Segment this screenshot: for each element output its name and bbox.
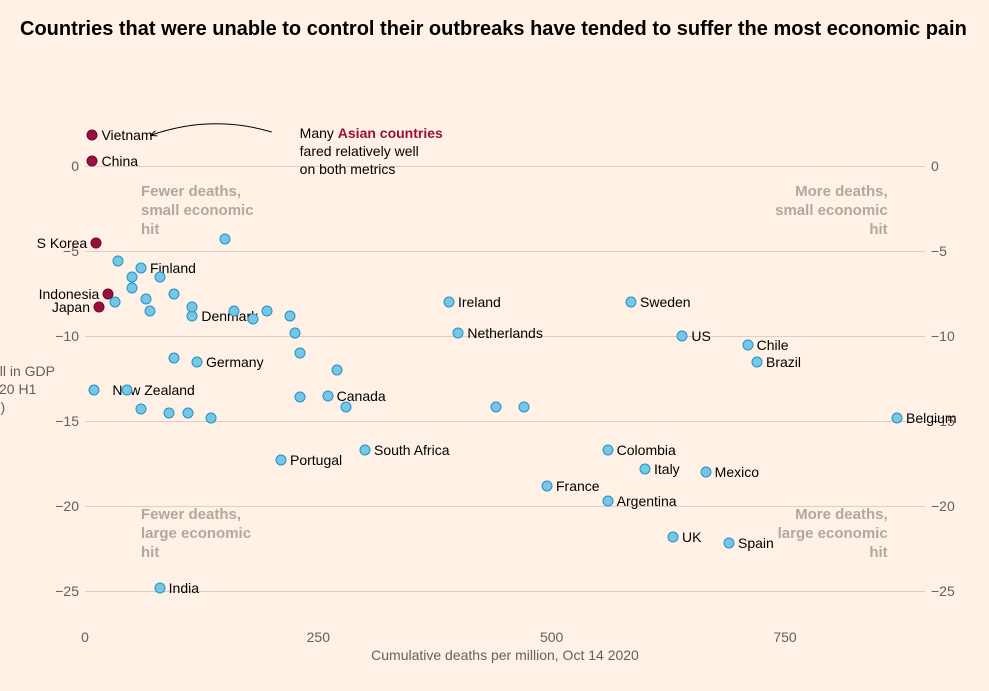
y-tick-label-left: 0 — [71, 158, 79, 174]
label-China: China — [101, 153, 138, 169]
y-tick-label-right: 0 — [931, 158, 939, 174]
point-u15 — [220, 234, 231, 245]
point-u22 — [206, 412, 217, 423]
label-Mexico: Mexico — [715, 464, 759, 480]
point-u3 — [154, 271, 165, 282]
point-Portugal — [276, 455, 287, 466]
point-Brazil — [752, 356, 763, 367]
label-India: India — [169, 580, 199, 596]
annotation-arrow — [85, 115, 925, 625]
label-Brazil: Brazil — [766, 354, 801, 370]
point-u20 — [164, 407, 175, 418]
point-u12 — [285, 310, 296, 321]
point-Germany — [192, 356, 203, 367]
x-tick-label: 750 — [773, 629, 796, 645]
plot-area: 00−5−5−10−10−15−15−20−20−25−250250500750… — [85, 115, 925, 625]
point-India — [154, 582, 165, 593]
label-US: US — [691, 328, 710, 344]
label-Netherlands: Netherlands — [467, 325, 543, 341]
point-u2 — [126, 271, 137, 282]
point-u26 — [518, 402, 529, 413]
point-u11 — [248, 314, 259, 325]
y-tick-label-left: −15 — [55, 413, 79, 429]
label-Chile: Chile — [757, 337, 789, 353]
y-tick-label-left: −20 — [55, 498, 79, 514]
point-Mexico — [700, 467, 711, 478]
point-u24 — [341, 402, 352, 413]
label-Italy: Italy — [654, 461, 680, 477]
label-Ireland: Ireland — [458, 294, 501, 310]
point-NewZealand — [89, 385, 100, 396]
point-US — [677, 331, 688, 342]
point-Finland — [136, 263, 147, 274]
point-u17 — [332, 365, 343, 376]
point-Canada — [322, 390, 333, 401]
point-u25 — [490, 402, 501, 413]
label-Germany: Germany — [206, 354, 264, 370]
label-SKorea: S Korea — [37, 235, 88, 251]
x-tick-label: 0 — [81, 629, 89, 645]
chart-title: Countries that were unable to control th… — [20, 16, 969, 42]
point-Vietnam — [87, 130, 98, 141]
point-Spain — [724, 538, 735, 549]
label-Japan: Japan — [52, 299, 90, 315]
label-UK: UK — [682, 529, 701, 545]
point-SouthAfrica — [360, 444, 371, 455]
point-Sweden — [626, 297, 637, 308]
point-China — [87, 155, 98, 166]
point-France — [542, 480, 553, 491]
point-Belgium — [892, 412, 903, 423]
point-u4 — [126, 283, 137, 294]
y-tick-label-left: −10 — [55, 328, 79, 344]
point-u18 — [122, 385, 133, 396]
point-UK — [668, 531, 679, 542]
point-u10 — [262, 305, 273, 316]
point-u5 — [140, 293, 151, 304]
point-SKorea — [91, 237, 102, 248]
label-Colombia: Colombia — [617, 442, 676, 458]
point-u14 — [294, 348, 305, 359]
point-u9 — [229, 305, 240, 316]
point-Netherlands — [453, 327, 464, 338]
point-Colombia — [602, 444, 613, 455]
label-Belgium: Belgium — [906, 410, 957, 426]
point-Argentina — [602, 495, 613, 506]
point-Italy — [640, 463, 651, 474]
x-tick-label: 500 — [540, 629, 563, 645]
label-Sweden: Sweden — [640, 294, 691, 310]
point-Japan — [94, 302, 105, 313]
point-u27 — [109, 297, 120, 308]
y-tick-label-right: −5 — [931, 243, 947, 259]
label-SouthAfrica: South Africa — [374, 442, 450, 458]
label-France: France — [556, 478, 600, 494]
point-u23 — [294, 392, 305, 403]
point-u16 — [168, 353, 179, 364]
y-tick-label-right: −20 — [931, 498, 955, 514]
label-Portugal: Portugal — [290, 452, 342, 468]
x-axis-title: Cumulative deaths per million, Oct 14 20… — [85, 647, 925, 663]
point-u19 — [136, 404, 147, 415]
label-Argentina: Argentina — [617, 493, 677, 509]
point-u8 — [187, 302, 198, 313]
y-tick-label-right: −25 — [931, 583, 955, 599]
chart-container: Countries that were unable to control th… — [0, 0, 989, 691]
y-tick-label-left: −25 — [55, 583, 79, 599]
point-u1 — [112, 256, 123, 267]
label-Vietnam: Vietnam — [101, 127, 152, 143]
point-Chile — [742, 339, 753, 350]
point-u21 — [182, 407, 193, 418]
point-u7 — [145, 305, 156, 316]
point-Ireland — [444, 297, 455, 308]
y-axis-title: Fall in GDP 2020 H1 (%) — [0, 362, 55, 417]
point-u13 — [290, 327, 301, 338]
label-Spain: Spain — [738, 535, 774, 551]
y-tick-label-right: −10 — [931, 328, 955, 344]
x-tick-label: 250 — [307, 629, 330, 645]
point-u6 — [168, 288, 179, 299]
